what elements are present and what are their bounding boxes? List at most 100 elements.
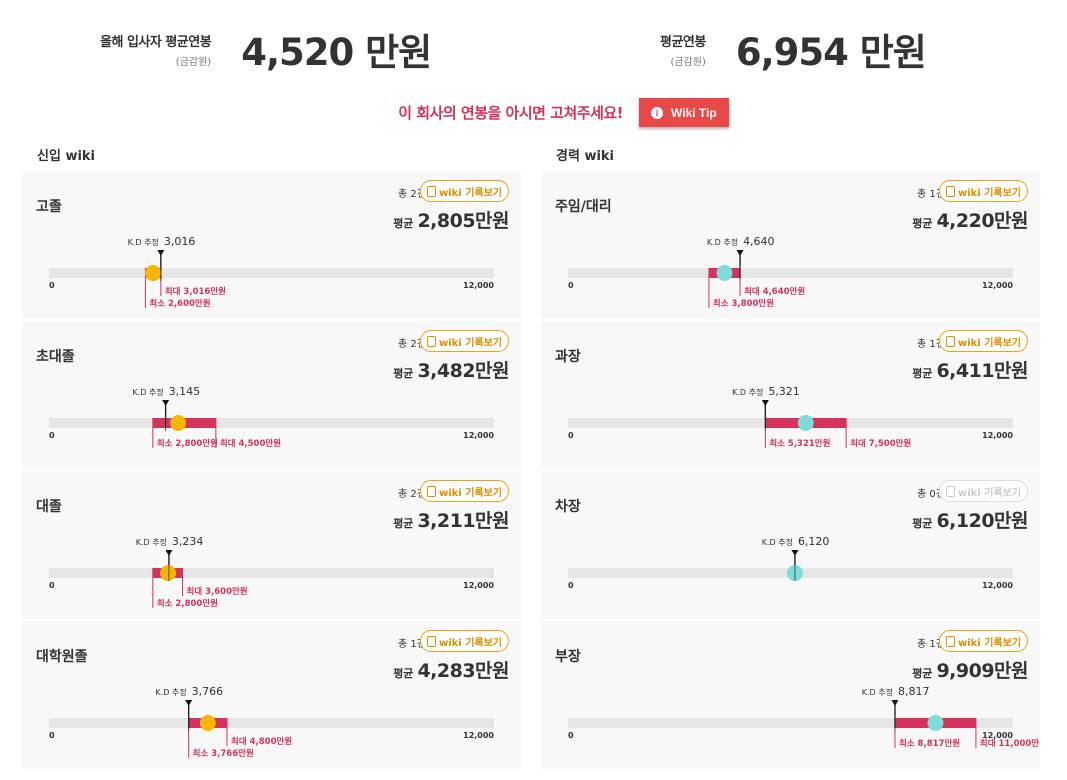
average-value: 6,120만원 [936, 510, 1028, 532]
wiki-records-button[interactable]: wiki 기록보기 [419, 330, 509, 352]
salary-range-chart: 최소 5,321만원 최대 7,500만원 K.D 추정 5,321 0 12,000 [568, 385, 1013, 449]
wiki-records-button[interactable]: wiki 기록보기 [419, 480, 509, 502]
average-marker [797, 415, 814, 431]
kd-estimate-pointer [185, 700, 193, 706]
salary-range-chart: 최소 8,817만원 최대 11,000만원 K.D 추정 8,817 0 12,000 [568, 685, 1040, 749]
average-salary: 평균 4,283만원 [393, 656, 509, 683]
salary-wiki-card: 초대졸 총 2건 wiki 기록보기 평균 3,482만원 최소 2,800만원… [22, 321, 521, 470]
salary-wiki-card: 대졸 총 2건 wiki 기록보기 평균 3,211만원 최소 2,800만원 최… [22, 471, 521, 620]
min-salary-label: 최소 3,800만원 [713, 298, 774, 309]
average-marker [716, 265, 733, 281]
position-name: 대학원졸 [36, 649, 88, 665]
axis-min-label: 0 [49, 431, 55, 440]
max-salary-label: 최대 4,800만원 [231, 736, 292, 747]
record-count: 총 1건 [917, 189, 945, 200]
record-count: 총 0건 [917, 489, 945, 500]
average-label: 평균 [393, 667, 414, 680]
salary-wiki-card: 고졸 총 2건 wiki 기록보기 평균 2,805만원 최소 2,600만원 최… [22, 171, 521, 320]
kd-estimate-pointer [157, 250, 165, 256]
wiki-records-label: wiki 기록보기 [438, 487, 502, 499]
average-marker [160, 565, 177, 581]
salary-wiki-card: 부장 총 1건 wiki 기록보기 평균 9,909만원 최소 8,817만원 최… [541, 621, 1040, 770]
position-name: 고졸 [36, 199, 62, 215]
range-track [568, 718, 1013, 728]
max-salary-label: 최대 4,640만원 [744, 286, 805, 297]
salary-wiki-card: 차장 총 0건 wiki 기록보기 평균 6,120만원 K.D 추정 6,120… [541, 471, 1040, 620]
range-track [49, 418, 494, 428]
kd-estimate-label: K.D 추정 [136, 537, 167, 547]
axis-max-label: 12,000 [463, 731, 494, 740]
range-track [49, 568, 494, 578]
range-track [49, 268, 494, 278]
wiki-records-label: wiki 기록보기 [957, 337, 1021, 349]
axis-max-label: 12,000 [982, 431, 1013, 440]
kd-estimate-pointer [791, 550, 799, 556]
wiki-records-label: wiki 기록보기 [438, 187, 502, 199]
salary-range-chart: K.D 추정 6,120 0 12,000 [568, 535, 1013, 590]
record-count: 총 2건 [398, 489, 426, 500]
wiki-edit-prompt: 이 회사의 연봉을 아시면 고쳐주세요! i Wiki Tip [0, 98, 1067, 127]
min-salary-label: 최소 3,766만원 [193, 748, 254, 759]
record-count: 총 1건 [398, 639, 426, 650]
kd-estimate-value: 4,640 [743, 235, 775, 248]
kd-estimate-pointer [162, 400, 170, 406]
average-salary-source: (금감원) [670, 56, 706, 68]
kd-estimate-value: 3,016 [164, 235, 196, 248]
wiki-records-button[interactable]: wiki 기록보기 [419, 180, 509, 202]
new-hire-salary-label: 올해 입사자 평균연봉 [100, 34, 212, 50]
average-value: 3,482만원 [417, 360, 509, 382]
min-salary-label: 최소 2,800만원 [157, 598, 218, 609]
average-salary: 평균 3,211만원 [393, 506, 509, 533]
max-salary-label: 최대 3,016만원 [165, 286, 226, 297]
position-name: 초대졸 [36, 349, 75, 365]
average-value: 6,411만원 [936, 360, 1028, 382]
axis-max-label: 12,000 [982, 281, 1013, 290]
axis-min-label: 0 [568, 431, 574, 440]
min-salary-label: 최소 2,600만원 [149, 298, 210, 309]
average-salary-label: 평균연봉 [660, 34, 706, 50]
salary-wiki-card: 과장 총 1건 wiki 기록보기 평균 6,411만원 최소 5,321만원 최… [541, 321, 1040, 470]
kd-estimate-label: K.D 추정 [707, 237, 738, 247]
clipboard-icon [426, 335, 436, 347]
wiki-edit-message: 이 회사의 연봉을 아시면 고쳐주세요! [398, 104, 624, 122]
axis-min-label: 0 [568, 281, 574, 290]
wiki-records-label: wiki 기록보기 [957, 487, 1021, 499]
salary-wiki-card: 대학원졸 총 1건 wiki 기록보기 평균 4,283만원 최대 4,800만… [22, 621, 521, 770]
average-salary: 평균 4,220만원 [912, 206, 1028, 233]
wiki-records-button[interactable]: wiki 기록보기 [938, 330, 1028, 352]
kd-estimate-label: K.D 추정 [128, 237, 159, 247]
kd-estimate-label: K.D 추정 [762, 537, 793, 547]
average-value: 2,805만원 [417, 210, 509, 232]
new-hire-salary-value: 4,520 만원 [241, 31, 432, 74]
average-salary: 평균 6,411만원 [912, 356, 1028, 383]
clipboard-icon [426, 635, 436, 647]
average-value: 4,220만원 [936, 210, 1028, 232]
average-salary: 평균 9,909만원 [912, 656, 1028, 683]
wiki-records-button[interactable]: wiki 기록보기 [938, 630, 1028, 652]
position-name: 주임/대리 [555, 199, 612, 215]
kd-estimate-pointer [165, 550, 173, 556]
axis-min-label: 0 [49, 581, 55, 590]
salary-wiki-card: 주임/대리 총 1건 wiki 기록보기 평균 4,220만원 최소 3,800… [541, 171, 1040, 320]
average-marker [170, 415, 187, 431]
average-label: 평균 [912, 217, 933, 230]
clipboard-icon [945, 185, 955, 197]
average-label: 평균 [393, 367, 414, 380]
axis-max-label: 12,000 [463, 581, 494, 590]
average-marker [927, 715, 944, 731]
max-salary-label: 최대 3,600만원 [187, 586, 248, 597]
max-salary-label: 최대 4,500만원 [220, 438, 281, 449]
position-name: 차장 [555, 499, 581, 515]
wiki-records-button[interactable]: wiki 기록보기 [419, 630, 509, 652]
kd-estimate-value: 3,234 [172, 535, 204, 548]
axis-min-label: 0 [49, 731, 55, 740]
axis-max-label: 12,000 [982, 731, 1013, 740]
wiki-records-button[interactable]: wiki 기록보기 [938, 180, 1028, 202]
position-name: 과장 [555, 349, 581, 365]
record-count: 총 2건 [398, 189, 426, 200]
wiki-tip-button[interactable]: i Wiki Tip [639, 98, 729, 127]
average-label: 평균 [912, 517, 933, 530]
record-count: 총 1건 [917, 339, 945, 350]
